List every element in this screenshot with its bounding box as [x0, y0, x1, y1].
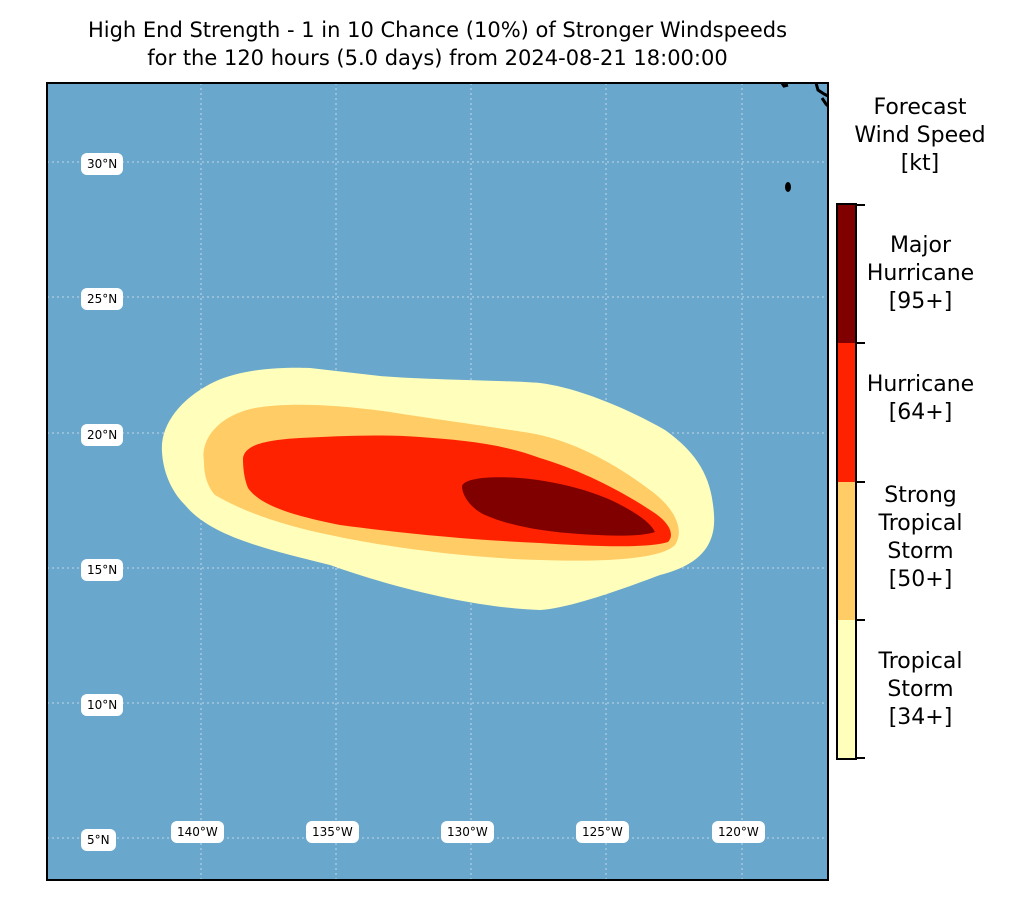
- lat-label: 15°N: [81, 559, 124, 581]
- colorbar-label-tropical-storm: Tropical Storm [34+]: [858, 648, 983, 732]
- lon-label: 120°W: [712, 821, 765, 843]
- lon-label: 125°W: [576, 821, 629, 843]
- label-line: [50+]: [888, 567, 953, 592]
- lat-label: 25°N: [81, 288, 124, 310]
- colorbar-title-line: [kt]: [900, 151, 940, 176]
- lat-label: 5°N: [81, 829, 116, 851]
- colorbar-segment-strong-tropical-storm: [837, 482, 856, 620]
- lon-label: 135°W: [306, 821, 359, 843]
- colorbar-title-line: Forecast: [873, 95, 967, 120]
- label-line: Storm: [887, 539, 954, 564]
- title-line-2: for the 120 hours (5.0 days) from 2024-0…: [147, 46, 728, 70]
- colorbar-segment-hurricane: [837, 343, 856, 482]
- lat-label: 20°N: [81, 424, 124, 446]
- colorbar-title: Forecast Wind Speed [kt]: [840, 94, 1000, 178]
- colorbar-segment-major-hurricane: [837, 204, 856, 343]
- lon-label: 140°W: [171, 821, 224, 843]
- label-line: [95+]: [888, 289, 953, 314]
- label-line: [34+]: [888, 705, 953, 730]
- colorbar-title-line: Wind Speed: [854, 123, 986, 148]
- colorbar-label-major-hurricane: Major Hurricane [95+]: [858, 232, 983, 316]
- lat-label: 10°N: [81, 694, 124, 716]
- label-line: Tropical: [878, 511, 963, 536]
- major-hurricane-swath: [462, 477, 655, 536]
- map-frame: [46, 82, 829, 881]
- label-line: Hurricane: [866, 372, 975, 397]
- colorbar: [836, 203, 865, 760]
- chart-title: High End Strength - 1 in 10 Chance (10%)…: [0, 16, 875, 72]
- title-line-1: High End Strength - 1 in 10 Chance (10%)…: [87, 18, 788, 42]
- label-line: Tropical: [878, 649, 963, 674]
- colorbar-label-hurricane: Hurricane [64+]: [858, 371, 983, 427]
- label-line: Strong: [884, 483, 957, 508]
- colorbar-segment-tropical-storm: [837, 620, 856, 759]
- label-line: Storm: [887, 677, 954, 702]
- label-line: [64+]: [888, 400, 953, 425]
- lat-label: 30°N: [81, 153, 124, 175]
- label-line: Major: [889, 233, 952, 258]
- island-icon: [785, 182, 791, 192]
- lon-label: 130°W: [441, 821, 494, 843]
- colorbar-label-strong-tropical-storm: Strong Tropical Storm [50+]: [858, 482, 983, 594]
- label-line: Hurricane: [866, 261, 975, 286]
